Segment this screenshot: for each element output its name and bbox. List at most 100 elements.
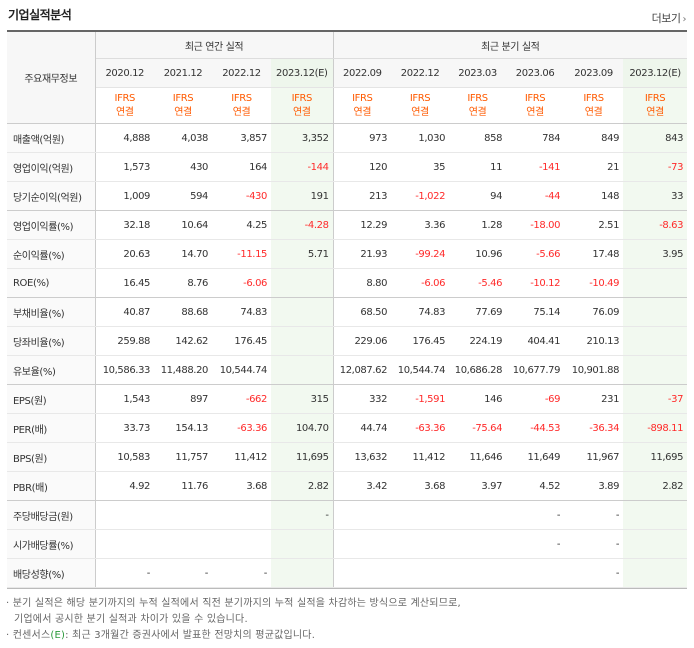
data-cell: 2.51 [564,210,624,240]
period-header: 2023.12(E) [271,58,334,88]
data-cell [95,500,154,530]
note-line-2: 기업에서 공시한 분기 실적과 차이가 있을 수 있습니다. [14,614,248,625]
period-header: 2020.12 [95,58,154,88]
period-header: 2023.03 [449,58,507,88]
data-cell: -1,591 [391,384,450,414]
data-cell: 164 [212,152,271,182]
table-row: 시가배당률(%) - - [7,529,688,559]
consensus-label: · 컨센서스 [6,630,51,641]
data-cell: -8.63 [623,210,688,240]
data-cell: 33.73 [95,413,154,443]
data-cell: -44 [506,181,565,211]
ifrs-label: IFRS 연결 [506,87,565,124]
data-cell: -37 [623,384,688,414]
period-header: 2022.09 [333,58,392,88]
data-cell: 14.70 [154,239,212,269]
row-label: 영업이익률(%) [7,210,96,240]
data-cell [212,500,271,530]
period-header: 2021.12 [154,58,212,88]
data-cell: 594 [154,181,212,211]
data-cell: 3.42 [333,471,392,501]
table-row: 순이익률(%) 20.63 14.70 -11.15 5.71 21.93 -99.24 10… [7,239,688,269]
data-cell: 11,412 [212,442,271,472]
data-cell: 849 [564,123,624,153]
data-cell: 4,888 [95,123,154,153]
data-cell: 146 [449,384,507,414]
consensus-e-mark: (E) [50,630,66,641]
data-cell: -662 [212,384,271,414]
data-cell: 11,412 [391,442,450,472]
data-cell: -99.24 [391,239,450,269]
ifrs-header-row: IFRS 연결 IFRS 연결 IFRS 연결 IFRS 연결 IFRS 연결 IFRS 연결 IFRS… [7,87,688,124]
data-cell: 10,901.88 [564,355,624,385]
table-row: ROE(%) 16.45 8.76 -6.06 8.80 -6.06 -5.46 -10.12… [7,268,688,298]
data-cell: 33 [623,181,688,211]
data-cell: 315 [271,384,334,414]
data-cell: - [506,529,565,559]
data-cell: 32.18 [95,210,154,240]
data-cell: 973 [333,123,392,153]
data-cell: 13,632 [333,442,392,472]
data-cell: 104.70 [271,413,334,443]
data-cell: 148 [564,181,624,211]
data-cell: 154.13 [154,413,212,443]
row-label: 유보율(%) [7,355,96,385]
chevron-right-icon: › [682,14,687,25]
data-cell: 68.50 [333,297,392,327]
data-cell: 10,583 [95,442,154,472]
data-cell [449,558,507,588]
data-cell: 75.14 [506,297,565,327]
data-cell: 176.45 [212,326,271,356]
date-header-row: 2020.12 2021.12 2022.12 2023.12(E) 2022.09 20… [7,58,688,88]
financial-table: 주요재무정보 최근 연간 실적 최근 분기 실적 2020.12 2021.12 2… [7,32,688,588]
data-cell: 843 [623,123,688,153]
data-cell: 5.71 [271,239,334,269]
row-label: 주당배당금(원) [7,500,96,530]
data-cell: 1.28 [449,210,507,240]
data-cell: -11.15 [212,239,271,269]
ifrs-label: IFRS 연결 [271,87,334,124]
row-label: 당좌비율(%) [7,326,96,356]
table-row: PBR(배) 4.92 11.76 3.68 2.82 3.42 3.68 3.97 4.52 3… [7,471,688,501]
data-cell [391,558,450,588]
data-cell: 1,009 [95,181,154,211]
data-cell: 11,695 [623,442,688,472]
data-cell: 176.45 [391,326,450,356]
data-cell: - [564,529,624,559]
data-cell [271,529,334,559]
data-cell: -44.53 [506,413,565,443]
data-cell: -6.06 [212,268,271,298]
data-cell: 4.52 [506,471,565,501]
row-label: PER(배) [7,413,96,443]
row-label: 순이익률(%) [7,239,96,269]
data-cell [506,558,565,588]
period-header: 2023.12(E) [623,58,688,88]
data-cell: 10.64 [154,210,212,240]
data-cell [623,500,688,530]
ifrs-label: IFRS 연결 [95,87,154,124]
data-cell: 3.97 [449,471,507,501]
data-cell: 3,857 [212,123,271,153]
table-row: 영업이익(억원) 1,573 430 164 -144 120 35 11 -141 21 -73 [7,152,688,182]
more-label: 더보기 [651,12,681,25]
data-cell: - [212,558,271,588]
data-cell: 40.87 [95,297,154,327]
data-cell [623,355,688,385]
data-cell: 224.19 [449,326,507,356]
data-cell: 332 [333,384,392,414]
data-cell: 191 [271,181,334,211]
more-link[interactable]: 더보기 › [651,10,687,26]
data-cell: 3.68 [212,471,271,501]
data-cell: 3.89 [564,471,624,501]
table-row: BPS(원) 10,583 11,757 11,412 11,695 13,632 11,4… [7,442,688,472]
data-cell [391,529,450,559]
table-row: 부채비율(%) 40.87 88.68 74.83 68.50 74.83 77.69 75.… [7,297,688,327]
data-cell: -6.06 [391,268,450,298]
data-cell: -69 [506,384,565,414]
row-label: 시가배당률(%) [7,529,96,559]
data-cell: -10.12 [506,268,565,298]
period-header: 2022.12 [212,58,271,88]
ifrs-label: IFRS 연결 [564,87,624,124]
row-label: 매출액(억원) [7,123,96,153]
data-cell: 11,757 [154,442,212,472]
